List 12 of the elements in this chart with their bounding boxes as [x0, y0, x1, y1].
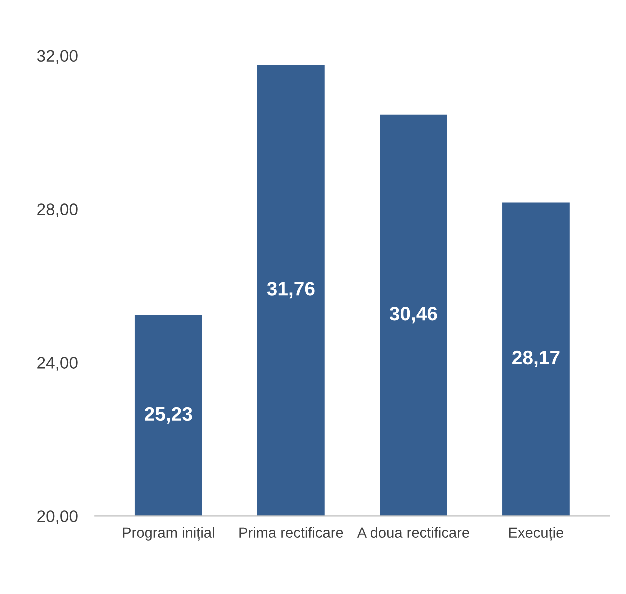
x-tick-label: A doua rectificare	[357, 527, 470, 538]
data-label: 25,23	[145, 407, 192, 424]
y-tick-label: 32,00	[37, 50, 78, 64]
data-label: 31,76	[267, 282, 315, 299]
y-tick-label: 24,00	[38, 357, 78, 371]
y-tick-label: 28,00	[38, 204, 78, 218]
x-tick-label: Program inițial	[123, 527, 214, 541]
x-tick-label: Prima rectificare	[240, 527, 344, 538]
x-tick-label: Execuție	[509, 527, 564, 541]
data-label: 30,46	[390, 307, 438, 324]
data-label: 28,17	[512, 350, 560, 368]
y-tick-label: 20,00	[38, 510, 78, 524]
